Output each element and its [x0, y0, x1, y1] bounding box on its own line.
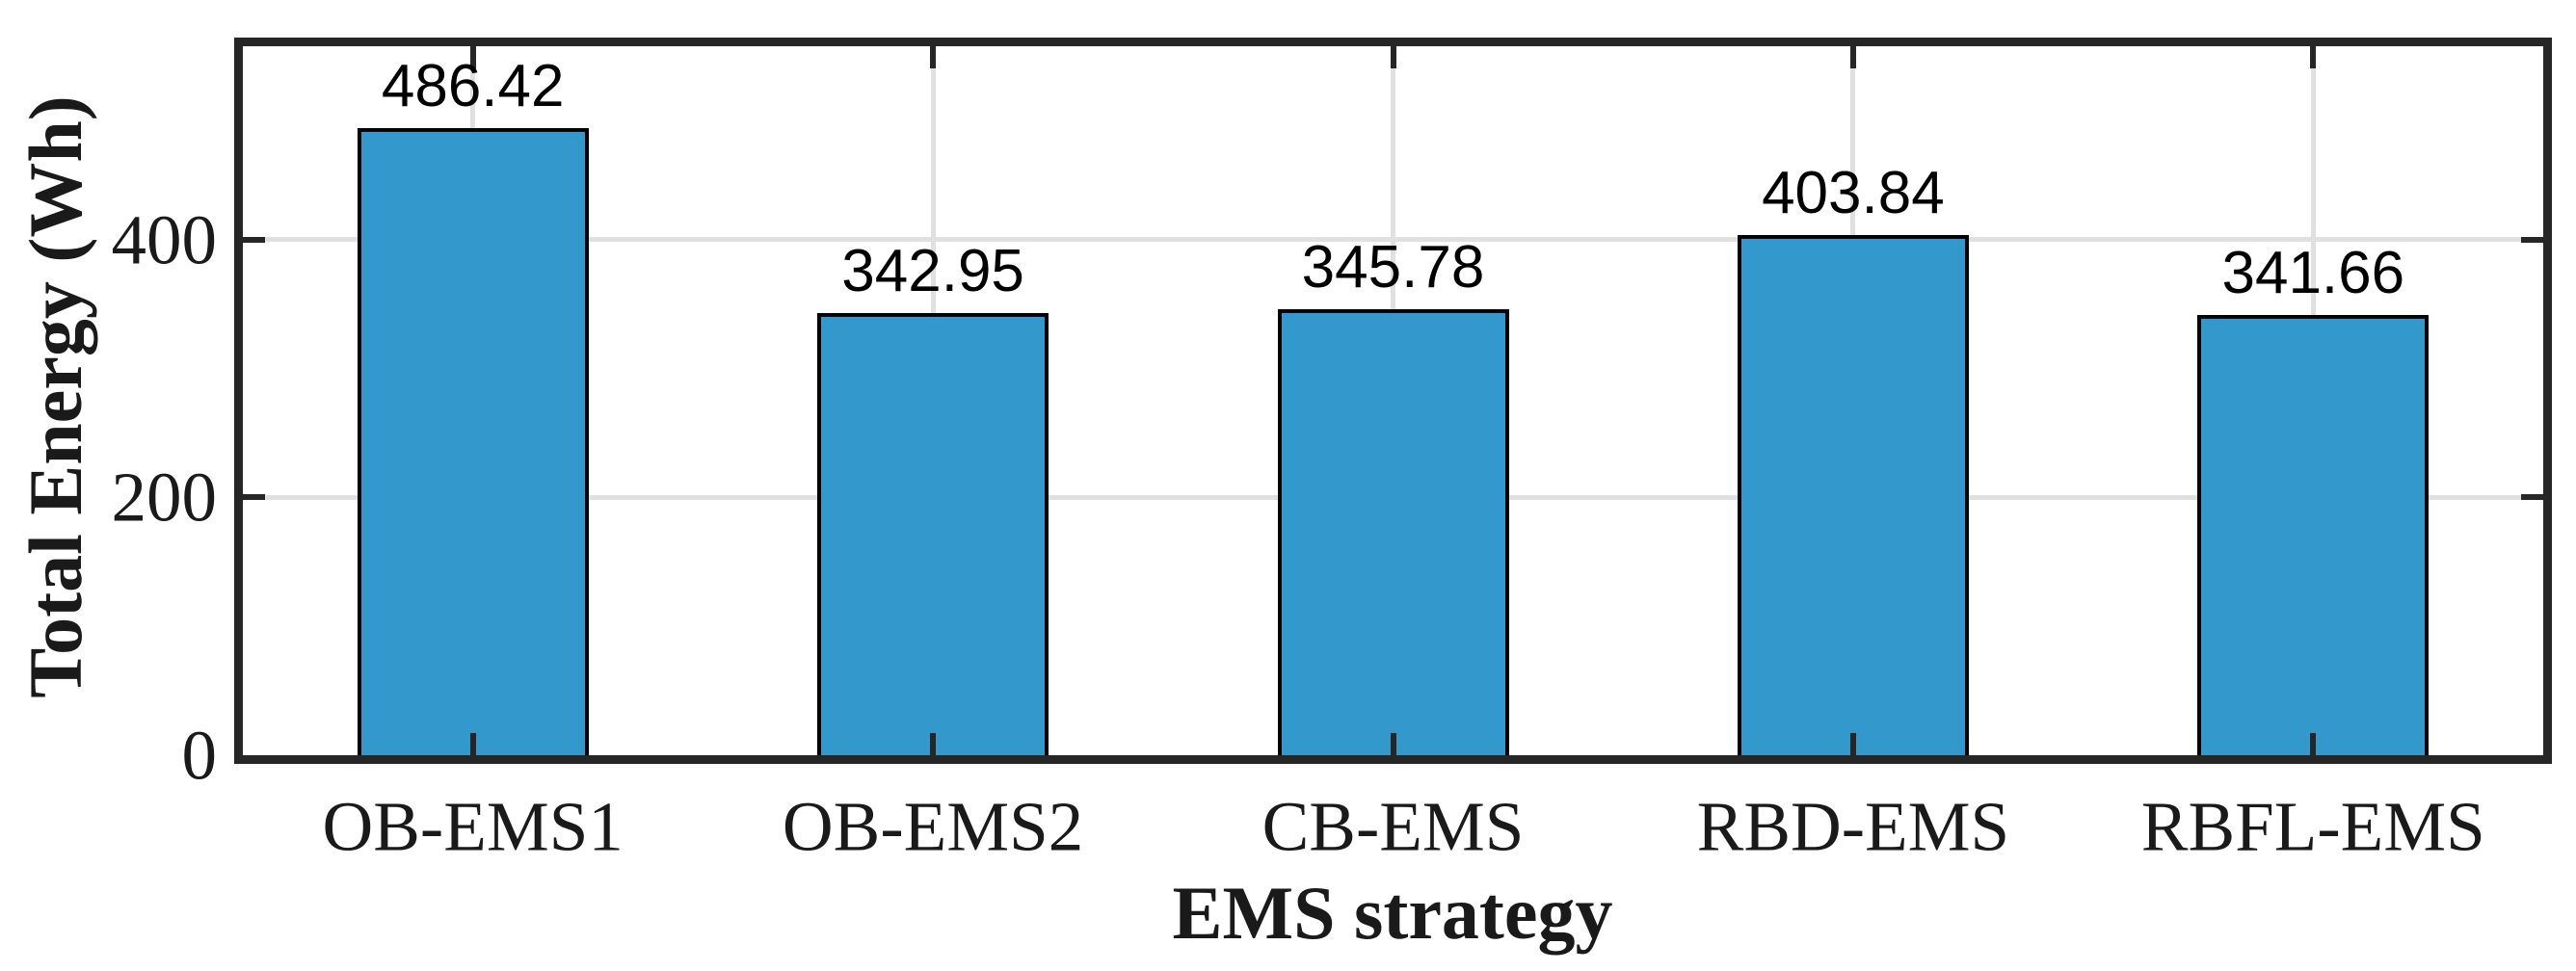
x-tick-bottom-OB-EMS2: [930, 733, 937, 755]
x-tick-bottom-OB-EMS1: [469, 733, 476, 755]
y-tick-right-400: [2521, 236, 2543, 243]
bar-RBD-EMS: [1737, 234, 1969, 755]
y-tick-left-200: [243, 494, 265, 501]
y-tick-label-0: 0: [181, 716, 218, 795]
x-tick-bottom-RBD-EMS: [1849, 733, 1856, 755]
y-axis-label: Total Energy (Wh): [13, 95, 97, 698]
bar-value-label-RBFL-EMS: 341.66: [2221, 239, 2405, 306]
plot-area: 486.42 342.95 345.78 403.84 341.66: [234, 38, 2552, 764]
x-tick-top-CB-EMS: [1390, 46, 1396, 68]
bar-value-label-OB-EMS1: 486.42: [381, 53, 565, 120]
bar-value-label-OB-EMS2: 342.95: [841, 238, 1024, 305]
bar-value-label-RBD-EMS: 403.84: [1762, 159, 1945, 226]
y-tick-right-200: [2521, 494, 2543, 501]
y-tick-label-200: 200: [111, 458, 218, 537]
x-axis-label: EMS strategy: [1172, 871, 1613, 955]
bar-OB-EMS1: [357, 128, 589, 755]
x-tick-label-CB-EMS: CB-EMS: [1261, 787, 1525, 866]
bar-OB-EMS2: [817, 313, 1049, 755]
x-tick-label-RBD-EMS: RBD-EMS: [1696, 787, 2010, 866]
x-tick-bottom-CB-EMS: [1390, 733, 1396, 755]
bar-CB-EMS: [1277, 309, 1509, 755]
x-tick-top-OB-EMS1: [469, 46, 476, 68]
x-tick-top-OB-EMS2: [930, 46, 937, 68]
x-tick-bottom-RBFL-EMS: [2310, 733, 2317, 755]
x-tick-top-RBD-EMS: [1849, 46, 1856, 68]
y-tick-left-400: [243, 236, 265, 243]
x-tick-label-OB-EMS2: OB-EMS2: [782, 787, 1084, 866]
y-tick-label-400: 400: [111, 200, 218, 279]
x-tick-label-RBFL-EMS: RBFL-EMS: [2140, 787, 2485, 866]
bar-RBFL-EMS: [2197, 314, 2430, 755]
bar-value-label-CB-EMS: 345.78: [1301, 234, 1485, 302]
x-tick-top-RBFL-EMS: [2310, 46, 2317, 68]
x-tick-label-OB-EMS1: OB-EMS1: [322, 787, 624, 866]
